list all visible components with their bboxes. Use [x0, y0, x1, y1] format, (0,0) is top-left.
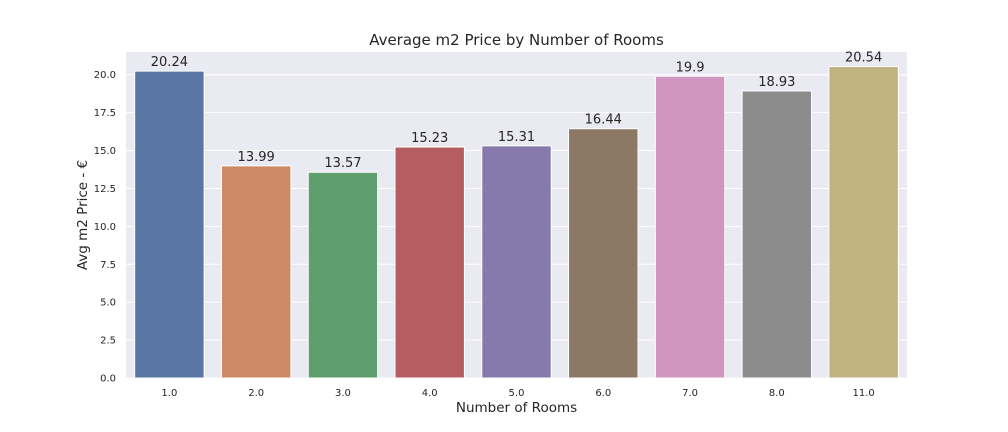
- bar-5-0: [481, 145, 552, 379]
- x-axis-ticks: 1.0 2.0 3.0 4.0 5.0 6.0 7.0 8.0 11.0: [161, 388, 874, 399]
- data-label: 15.31: [498, 130, 535, 145]
- x-tick-label: 4.0: [422, 388, 438, 399]
- y-axis-ticks: 0.0 2.5 5.0 7.5 10.0 12.5 15.0 17.5 20.0: [94, 70, 116, 384]
- y-tick-label: 7.5: [100, 260, 116, 271]
- data-label: 18.93: [758, 75, 795, 90]
- data-label: 20.24: [151, 55, 188, 70]
- x-axis-label: Number of Rooms: [456, 400, 577, 416]
- data-label: 16.44: [585, 113, 622, 128]
- bar-11-0: [828, 66, 899, 379]
- x-tick-label: 6.0: [595, 388, 611, 399]
- y-tick-label: 0.0: [100, 374, 116, 385]
- data-label: 19.9: [676, 60, 705, 75]
- y-tick-label: 10.0: [94, 222, 116, 233]
- bar-7-0: [654, 75, 726, 379]
- bar-3-0: [307, 171, 379, 379]
- data-labels: 20.24 13.99 13.57 15.23 15.31 16.44 19.9 18.93 2…: [151, 51, 882, 172]
- y-tick-label: 2.5: [100, 336, 116, 347]
- data-label: 13.99: [238, 150, 275, 165]
- x-tick-label: 5.0: [509, 388, 525, 399]
- x-tick-label: 11.0: [852, 388, 874, 399]
- y-tick-label: 20.0: [94, 70, 116, 81]
- bar-1-0: [134, 70, 205, 379]
- chart-title: Average m2 Price by Number of Rooms: [369, 31, 664, 49]
- bars: [134, 66, 899, 379]
- data-label: 20.54: [845, 51, 882, 66]
- y-tick-label: 17.5: [94, 108, 116, 119]
- y-tick-label: 5.0: [100, 298, 116, 309]
- x-tick-label: 2.0: [248, 388, 264, 399]
- x-tick-label: 7.0: [682, 388, 698, 399]
- x-tick-label: 3.0: [335, 388, 351, 399]
- y-tick-label: 15.0: [94, 146, 116, 157]
- x-tick-label: 8.0: [769, 388, 785, 399]
- x-tick-label: 1.0: [161, 388, 177, 399]
- bar-8-0: [741, 90, 813, 379]
- data-label: 13.57: [324, 156, 361, 171]
- bar-2-0: [220, 165, 292, 379]
- y-tick-label: 12.5: [94, 184, 116, 195]
- y-axis-label: Avg m2 Price - €: [75, 160, 91, 270]
- data-label: 15.23: [411, 131, 448, 146]
- bar-4-0: [394, 146, 465, 379]
- bar-6-0: [568, 128, 639, 379]
